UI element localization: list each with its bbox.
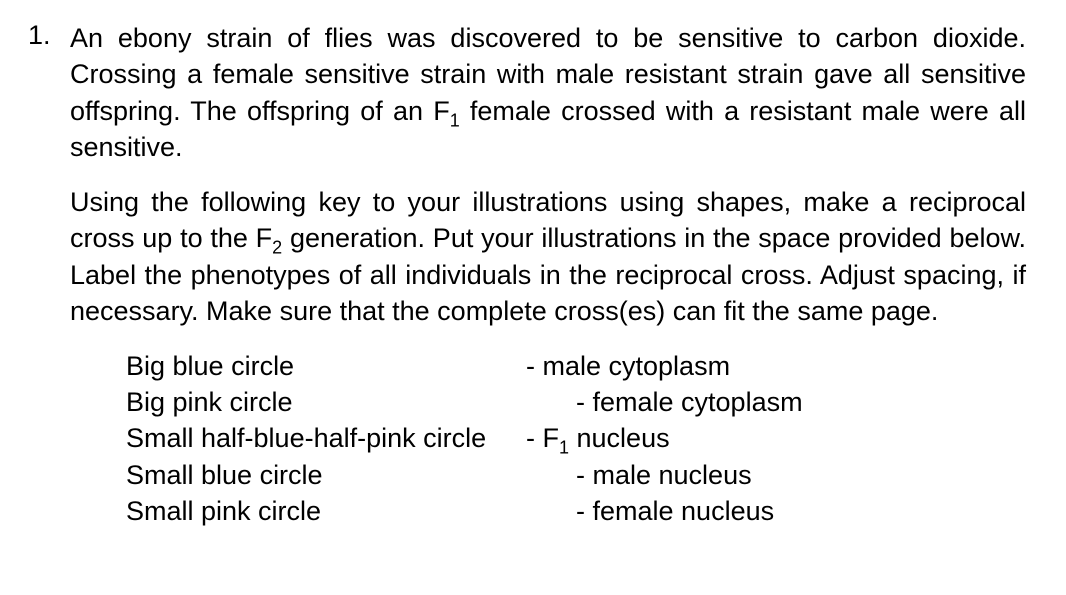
key-right-label: - female cytoplasm xyxy=(526,384,1026,420)
key-right-label: - male cytoplasm xyxy=(526,348,1026,384)
question-container: 1. An ebony strain of flies was discover… xyxy=(20,20,1026,530)
key-row: Big blue circle - male cytoplasm xyxy=(126,348,1026,384)
key-row: Small half-blue-half-pink circle - F1 nu… xyxy=(126,420,1026,456)
key-left-label: Big pink circle xyxy=(126,384,526,420)
key-left-label: Small blue circle xyxy=(126,457,526,493)
key-right-prefix: - F xyxy=(526,423,559,453)
key-right-subscript: 1 xyxy=(559,438,569,458)
key-row: Small pink circle - female nucleus xyxy=(126,493,1026,529)
key-left-label: Small pink circle xyxy=(126,493,526,529)
key-right-label: - F1 nucleus xyxy=(526,420,1026,456)
key-right-suffix: nucleus xyxy=(569,423,670,453)
key-left-label: Big blue circle xyxy=(126,348,526,384)
key-left-label: Small half-blue-half-pink circle xyxy=(126,420,526,456)
paragraph-2: Using the following key to your illustra… xyxy=(70,184,1026,330)
p2-subscript-1: 2 xyxy=(272,238,282,258)
key-row: Big pink circle - female cytoplasm xyxy=(126,384,1026,420)
paragraph-1: An ebony strain of flies was discovered … xyxy=(70,20,1026,166)
p1-subscript-1: 1 xyxy=(450,110,460,130)
key-legend: Big blue circle - male cytoplasm Big pin… xyxy=(126,348,1026,530)
key-right-label: - male nucleus xyxy=(526,457,1026,493)
question-body: An ebony strain of flies was discovered … xyxy=(70,20,1026,530)
key-right-label: - female nucleus xyxy=(526,493,1026,529)
key-row: Small blue circle - male nucleus xyxy=(126,457,1026,493)
question-number: 1. xyxy=(20,20,70,51)
